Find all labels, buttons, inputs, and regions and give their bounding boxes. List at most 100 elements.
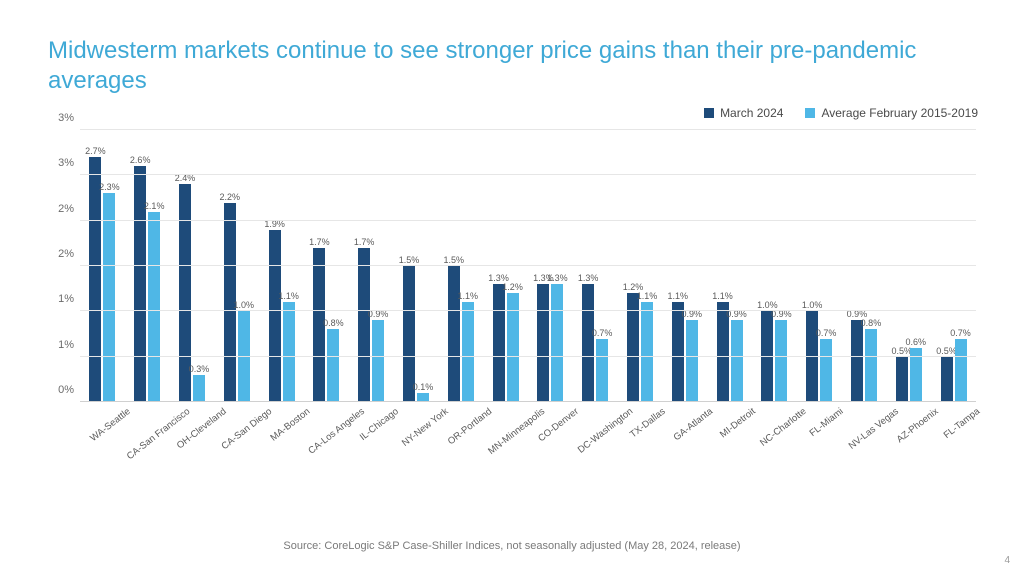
gridline: [80, 356, 976, 357]
legend-swatch-1: [805, 108, 815, 118]
bar-series-0: 1.5%: [448, 266, 460, 402]
plot-area: 2.7%2.3%2.6%2.1%2.4%0.3%2.2%1.0%1.9%1.1%…: [80, 130, 976, 402]
x-tick-label: FL-Miami: [808, 406, 846, 439]
bar-value-label: 2.3%: [99, 182, 120, 193]
bar-group: 0.9%0.8%: [842, 130, 887, 402]
y-tick-label: 1%: [48, 339, 74, 351]
bar-series-1: 0.7%: [820, 339, 832, 402]
x-label-cell: NC-Charlotte: [752, 402, 797, 460]
bar-group: 1.7% 0.8%: [304, 130, 349, 402]
bar-value-label: 2.2%: [220, 192, 241, 203]
gridline: [80, 265, 976, 266]
x-label-cell: CA-San Francisco: [125, 402, 170, 460]
bar-series-1: 1.0%: [238, 311, 250, 402]
bar-value-label: 1.2%: [502, 282, 523, 293]
bar-series-0: 1.9%: [269, 230, 281, 402]
bar-group: 1.5%1.1%: [438, 130, 483, 402]
bar-group: 2.7%2.3%: [80, 130, 125, 402]
bar-series-1: 0.9%: [775, 320, 787, 402]
bar-value-label: 0.7%: [592, 328, 613, 339]
legend-label-1: Average February 2015-2019: [821, 106, 978, 120]
bar-group: 1.1%0.9%: [662, 130, 707, 402]
x-axis-labels: WA-SeattleCA-San FranciscoOH-ClevelandCA…: [80, 402, 976, 460]
bar-value-label: 1.1%: [458, 291, 479, 302]
x-label-cell: WA-Seattle: [80, 402, 125, 460]
bar-series-1: 1.1%: [462, 302, 474, 402]
bar-series-0: 1.0%: [761, 311, 773, 402]
bar-series-1: 0.8%: [327, 329, 339, 402]
bar-series-0: 1.3%: [493, 284, 505, 402]
bar-series-0: 0.5%: [941, 357, 953, 402]
bar-value-label: 1.7%: [354, 237, 375, 248]
bar-group: 1.5%0.1%: [394, 130, 439, 402]
y-tick-label: 2%: [48, 203, 74, 215]
bar-group: 2.4%0.3%: [170, 130, 215, 402]
bar-group: 0.5%0.6%: [886, 130, 931, 402]
bar-value-label: 0.7%: [950, 328, 971, 339]
x-label-cell: DC-Washington: [573, 402, 618, 460]
bar-series-1: 0.8%: [865, 329, 877, 402]
x-label-cell: NY-New York: [394, 402, 439, 460]
legend-item-series-1: Average February 2015-2019: [805, 106, 978, 120]
bar-group: 2.2% 1.0%: [214, 130, 259, 402]
x-label-cell: CA-Los Angeles: [304, 402, 349, 460]
chart-title: Midwesterm markets continue to see stron…: [48, 36, 928, 96]
bars-container: 2.7%2.3%2.6%2.1%2.4%0.3%2.2%1.0%1.9%1.1%…: [80, 130, 976, 402]
bar-value-label: 1.7%: [309, 237, 330, 248]
gridline: [80, 174, 976, 175]
y-tick-label: 3%: [48, 157, 74, 169]
bar-group: 1.0%0.7%: [797, 130, 842, 402]
x-label-cell: MI-Detroit: [707, 402, 752, 460]
bar-group: 1.3%1.3%: [528, 130, 573, 402]
x-label-cell: TX-Dallas: [618, 402, 663, 460]
source-caption: Source: CoreLogic S&P Case-Shiller Indic…: [0, 540, 1024, 552]
bar-series-1: 1.3%: [551, 284, 563, 402]
bar-series-1: 0.9%: [372, 320, 384, 402]
bar-group: 1.3%1.2%: [483, 130, 528, 402]
bar-series-0: 1.3%: [582, 284, 594, 402]
x-label-cell: FL-Tampa: [931, 402, 976, 460]
legend-item-series-0: March 2024: [704, 106, 783, 120]
legend-label-0: March 2024: [720, 106, 783, 120]
bar-group: 0.5%0.7%: [931, 130, 976, 402]
y-tick-label: 1%: [48, 293, 74, 305]
bar-value-label: 1.3%: [547, 273, 568, 284]
x-label-cell: CA-San Diego: [214, 402, 259, 460]
bar-value-label: 1.1%: [712, 291, 733, 302]
bar-value-label: 2.6%: [130, 155, 151, 166]
bar-series-1: 0.7%: [955, 339, 967, 402]
bar-group: 1.3%0.7%: [573, 130, 618, 402]
legend: March 2024 Average February 2015-2019: [704, 106, 978, 120]
bar-value-label: 0.1%: [413, 382, 434, 393]
bar-series-1: 0.9%: [731, 320, 743, 402]
page-number: 4: [1004, 555, 1010, 566]
bar-series-1: 0.3%: [193, 375, 205, 402]
x-label-cell: IL-Chicago: [349, 402, 394, 460]
bar-group: 1.7% 0.9%: [349, 130, 394, 402]
gridline: [80, 310, 976, 311]
bar-value-label: 2.1%: [144, 201, 165, 212]
bar-group: 1.2%1.1%: [618, 130, 663, 402]
bar-series-1: 0.9%: [686, 320, 698, 402]
bar-series-1: 1.1%: [641, 302, 653, 402]
bar-value-label: 2.7%: [85, 146, 106, 157]
bar-series-0: 0.9%: [851, 320, 863, 402]
x-tick-label: FL-Tampa: [941, 406, 981, 441]
bar-value-label: 1.1%: [278, 291, 299, 302]
x-label-cell: GA-Atlanta: [662, 402, 707, 460]
bar-group: 1.9%1.1%: [259, 130, 304, 402]
bar-series-1: 2.1%: [148, 212, 160, 402]
bar-group: 2.6% 2.1%: [125, 130, 170, 402]
bar-chart: 2.7%2.3%2.6%2.1%2.4%0.3%2.2%1.0%1.9%1.1%…: [48, 130, 976, 460]
y-tick-label: 0%: [48, 384, 74, 396]
legend-swatch-0: [704, 108, 714, 118]
bar-value-label: 1.1%: [637, 291, 658, 302]
bar-group: 1.1% 0.9%: [707, 130, 752, 402]
y-tick-label: 2%: [48, 248, 74, 260]
bar-series-1: 1.1%: [283, 302, 295, 402]
bar-series-0: 2.7%: [89, 157, 101, 402]
bar-value-label: 0.3%: [189, 364, 210, 375]
x-label-cell: OH-Cleveland: [170, 402, 215, 460]
bar-series-1: 0.7%: [596, 339, 608, 402]
bar-value-label: 1.3%: [578, 273, 599, 284]
